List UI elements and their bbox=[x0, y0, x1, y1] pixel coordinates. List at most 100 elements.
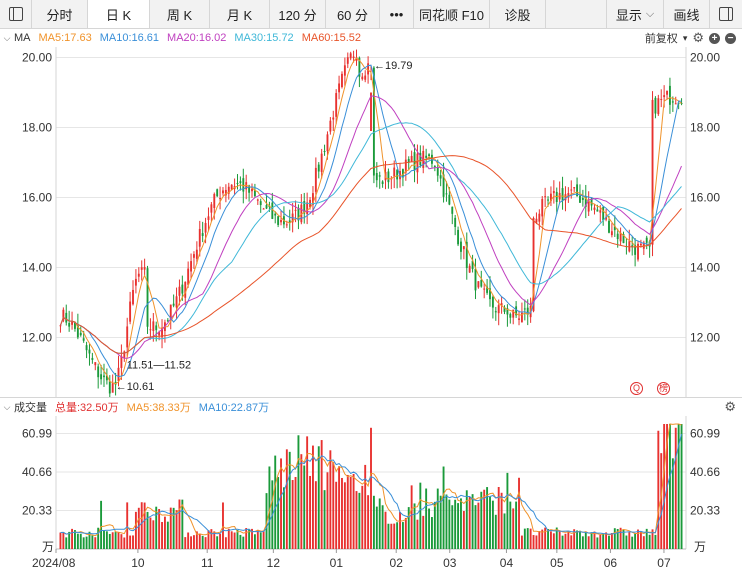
volume-bar bbox=[570, 535, 573, 549]
volume-bar bbox=[105, 531, 108, 549]
candle-body bbox=[166, 320, 169, 322]
candle-body bbox=[515, 306, 518, 316]
tab-daily-k[interactable]: 日 K bbox=[88, 0, 150, 28]
volume-bar bbox=[631, 536, 634, 549]
x-axis-label: 12 bbox=[267, 556, 281, 570]
volume-bar bbox=[129, 535, 132, 549]
candle-body bbox=[509, 314, 512, 318]
volume-bar bbox=[436, 488, 439, 549]
candle-body bbox=[242, 178, 245, 192]
drawline-button[interactable]: 画线 bbox=[664, 0, 710, 28]
price-tick-right: 12.00 bbox=[690, 331, 720, 345]
candle-body bbox=[442, 174, 445, 197]
candle-body bbox=[76, 325, 79, 338]
adjust-label[interactable]: 前复权 bbox=[644, 33, 678, 45]
volume-bar bbox=[634, 533, 637, 549]
tab-weekly-k[interactable]: 周 K bbox=[150, 0, 210, 28]
x-axis-label: 07 bbox=[657, 556, 671, 570]
candle-body bbox=[367, 63, 370, 75]
volume-bar bbox=[550, 531, 552, 549]
volume-bar bbox=[126, 502, 129, 549]
candle-body bbox=[204, 223, 207, 233]
candle-body bbox=[564, 194, 567, 201]
more-button[interactable]: ••• bbox=[380, 0, 414, 28]
volume-bar bbox=[616, 528, 619, 549]
candle-body bbox=[68, 322, 71, 327]
candle-body bbox=[306, 202, 309, 214]
tab-fenshi[interactable]: 分时 bbox=[32, 0, 88, 28]
candle-body bbox=[97, 366, 100, 378]
volume-bar bbox=[471, 494, 474, 549]
caret-down-icon[interactable]: ▾ bbox=[682, 32, 688, 43]
volume-bar bbox=[239, 534, 242, 549]
ma10-line bbox=[60, 64, 682, 378]
candle-body bbox=[155, 325, 158, 331]
left-panel-toggle[interactable] bbox=[0, 0, 32, 28]
volume-bar bbox=[227, 528, 230, 549]
rank-badge[interactable]: 榜 bbox=[657, 382, 670, 395]
volume-ma10-line bbox=[60, 433, 682, 535]
plus-icon[interactable]: + bbox=[709, 32, 720, 44]
low-annotation: ←10.61 bbox=[116, 381, 155, 393]
volume-bar bbox=[236, 530, 239, 549]
candle-body bbox=[175, 296, 178, 308]
volume-bar bbox=[680, 424, 683, 549]
collapse-chevron-icon[interactable]: ⌵ bbox=[3, 32, 11, 43]
candle-body bbox=[230, 184, 233, 190]
volume-bar bbox=[445, 494, 448, 549]
volume-bar bbox=[158, 509, 161, 549]
candle-body bbox=[535, 218, 538, 223]
volume-bar bbox=[381, 505, 384, 549]
candle-body bbox=[599, 210, 602, 213]
volume-bar bbox=[599, 534, 602, 549]
volume-bar bbox=[567, 530, 570, 549]
volume-bar bbox=[433, 501, 436, 549]
candle-body bbox=[216, 189, 219, 197]
candle-body bbox=[74, 322, 76, 329]
display-menu[interactable]: 显示 ⌵ bbox=[606, 0, 664, 28]
ma20-line bbox=[60, 95, 682, 359]
volume-bar bbox=[181, 499, 184, 549]
candle-body bbox=[317, 164, 320, 172]
candle-body bbox=[518, 318, 520, 320]
volume-bar bbox=[285, 449, 288, 549]
volume-bar bbox=[416, 519, 419, 549]
diagnose-button[interactable]: 诊股 bbox=[490, 0, 546, 28]
ma-legend-title: MA bbox=[14, 32, 31, 44]
candle-body bbox=[364, 75, 367, 80]
volume-bar bbox=[230, 531, 233, 549]
candle-body bbox=[352, 56, 355, 59]
candle-body bbox=[483, 288, 486, 290]
ma-legend: ⌵ MA MA5:17.63 MA10:16.61 MA20:16.02 MA3… bbox=[0, 29, 742, 47]
volume-bar bbox=[625, 535, 628, 549]
tab-120min[interactable]: 120 分 bbox=[270, 0, 326, 28]
candle-body bbox=[274, 213, 277, 216]
tab-monthly-k[interactable]: 月 K bbox=[210, 0, 270, 28]
collapse-chevron-icon[interactable]: ⌵ bbox=[3, 401, 11, 412]
candle-body bbox=[94, 362, 97, 366]
volume-bar bbox=[520, 535, 523, 549]
volume-bar bbox=[497, 487, 500, 549]
volume-bar bbox=[306, 436, 309, 549]
gear-icon[interactable]: ⚙ bbox=[724, 399, 736, 414]
tab-60min[interactable]: 60 分 bbox=[326, 0, 380, 28]
volume-bar bbox=[146, 511, 149, 549]
candle-body bbox=[404, 159, 407, 173]
minus-icon[interactable]: − bbox=[725, 32, 736, 44]
volume-bar bbox=[561, 535, 564, 549]
candle-body bbox=[567, 193, 570, 198]
right-panel-toggle[interactable] bbox=[710, 0, 742, 28]
f10-button[interactable]: 同花顺 F10 bbox=[414, 0, 490, 28]
candle-body bbox=[332, 117, 335, 120]
volume-bar bbox=[329, 450, 332, 549]
candle-body bbox=[201, 233, 204, 236]
volume-bar bbox=[253, 534, 256, 549]
q-badge[interactable]: Q bbox=[630, 382, 643, 395]
volume-bar bbox=[338, 466, 341, 549]
candle-body bbox=[248, 185, 251, 193]
volume-bar bbox=[512, 508, 515, 549]
price-tick-right: 18.00 bbox=[690, 121, 720, 135]
x-axis-label: 02 bbox=[390, 556, 404, 570]
volume-bar bbox=[204, 537, 207, 549]
gear-icon[interactable]: ⚙ bbox=[692, 30, 704, 45]
